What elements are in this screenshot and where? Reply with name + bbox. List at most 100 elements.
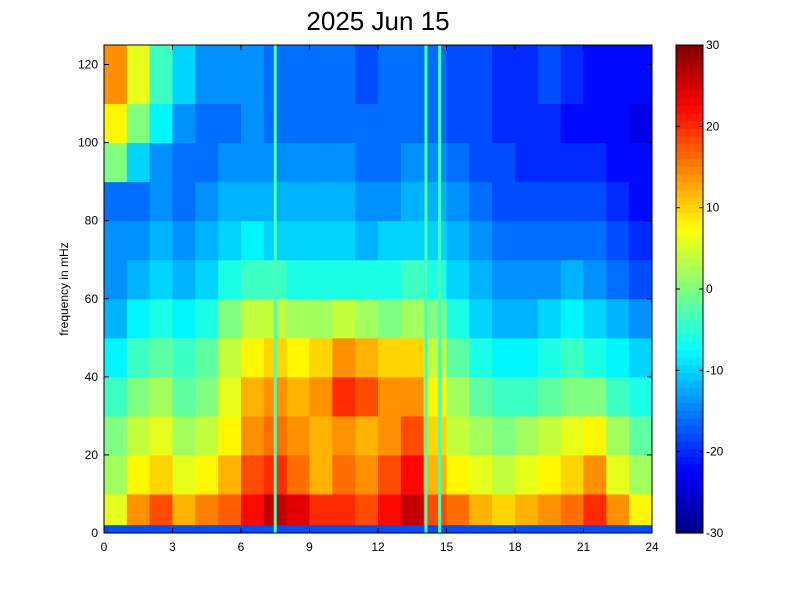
heatmap-cell (423, 181, 447, 222)
heatmap-cell (286, 220, 310, 261)
heatmap-cell (195, 376, 219, 417)
heatmap-cell (195, 45, 219, 105)
heatmap-cell (400, 298, 425, 339)
heatmap-cell (332, 259, 356, 300)
heatmap-cell (309, 181, 333, 222)
colorbar-segment (676, 281, 703, 290)
heatmap-cell (629, 298, 653, 339)
heatmap-cell (469, 493, 493, 534)
heatmap-cell (126, 103, 151, 144)
heatmap-cell (332, 45, 356, 105)
heatmap-cell (309, 415, 333, 456)
heatmap-cell (309, 376, 333, 417)
heatmap-cell (629, 337, 653, 378)
heatmap-cell (332, 103, 356, 144)
heatmap-cell (218, 415, 242, 456)
heatmap-cell (149, 376, 173, 417)
heatmap-cell (583, 181, 607, 222)
heatmap-cell (537, 298, 562, 339)
colorbar-segment (676, 411, 703, 420)
colorbar-segment (676, 159, 703, 168)
colorbar-segment (676, 525, 703, 534)
heatmap-cell (286, 376, 310, 417)
heatmap-cell (492, 142, 516, 183)
heatmap-cell (126, 376, 151, 417)
heatmap-cell (172, 493, 196, 534)
heatmap-cell (515, 454, 539, 495)
heatmap-cell (355, 337, 379, 378)
heatmap-cell (104, 298, 128, 339)
heatmap-cell (309, 337, 333, 378)
heatmap-cell (378, 45, 402, 105)
colorbar-segment (676, 296, 703, 305)
colorbar-segment (676, 90, 703, 99)
heatmap-cell (629, 493, 653, 534)
heatmap-cell (149, 493, 173, 534)
heatmap-cell (104, 493, 128, 534)
heatmap-cell (149, 337, 173, 378)
heatmap-cell (241, 298, 265, 339)
colorbar-segment (676, 136, 703, 145)
heatmap-cell (537, 103, 562, 144)
heatmap-cell (172, 103, 196, 144)
vertical-lines (273, 45, 442, 533)
colorbar-segment (676, 113, 703, 122)
heatmap-cell (149, 220, 173, 261)
colorbar-tick-label: -10 (706, 363, 724, 377)
heatmap-cell (560, 376, 584, 417)
heatmap-cell (583, 45, 607, 105)
heatmap-cell (560, 415, 584, 456)
heatmap-cell (332, 220, 356, 261)
heatmap-cell (126, 415, 151, 456)
heatmap-cell (583, 493, 607, 534)
heatmap-cell (606, 142, 630, 183)
heatmap-cell (400, 415, 425, 456)
x-tick-label: 0 (101, 540, 108, 554)
heatmap-cell (629, 259, 653, 300)
heatmap-cell (355, 454, 379, 495)
y-tick-label: 80 (85, 214, 99, 228)
heatmap-cell (355, 45, 379, 105)
heatmap-cell (400, 337, 425, 378)
colorbar-segment (676, 456, 703, 465)
heatmap-cell (492, 415, 516, 456)
heatmap-cell (218, 493, 242, 534)
colorbar-segment (676, 289, 703, 298)
y-ticks: 0 20 40 60 80 100 120 (78, 58, 652, 540)
colorbar-segment (676, 266, 703, 275)
heatmap-cell (149, 181, 173, 222)
heatmap-cell (492, 220, 516, 261)
heatmap-cell (378, 103, 402, 144)
heatmap-cell (195, 259, 219, 300)
heatmap-cell (515, 337, 539, 378)
colorbar-segment (676, 304, 703, 313)
heatmap-cell (446, 220, 470, 261)
y-tick-label: 100 (78, 136, 98, 150)
heatmap-cell (241, 45, 265, 105)
x-tick-label: 15 (440, 540, 454, 554)
heatmap-cell (172, 220, 196, 261)
heatmap-cell (469, 45, 493, 105)
heatmap-cell (378, 181, 402, 222)
x-tick-label: 21 (577, 540, 591, 554)
heatmap-cell (629, 103, 653, 144)
heatmap-cell (332, 298, 356, 339)
heatmap-cell (423, 103, 447, 144)
colorbar-segment (676, 357, 703, 366)
heatmap-cell (515, 103, 539, 144)
heatmap-cell (606, 181, 630, 222)
heatmap-cell (400, 220, 425, 261)
colorbar-segment (676, 197, 703, 206)
heatmap-cell (606, 415, 630, 456)
heatmap-cell (446, 337, 470, 378)
heatmap-cell (149, 103, 173, 144)
heatmap-cell (195, 298, 219, 339)
heatmap-cell (309, 103, 333, 144)
colorbar-segment (676, 220, 703, 229)
colorbar-segment (676, 510, 703, 519)
heatmap-cell (423, 142, 447, 183)
heatmap-cell (583, 142, 607, 183)
heatmap-cell (446, 45, 470, 105)
heatmap-cell (583, 415, 607, 456)
heatmap-cell (104, 220, 128, 261)
